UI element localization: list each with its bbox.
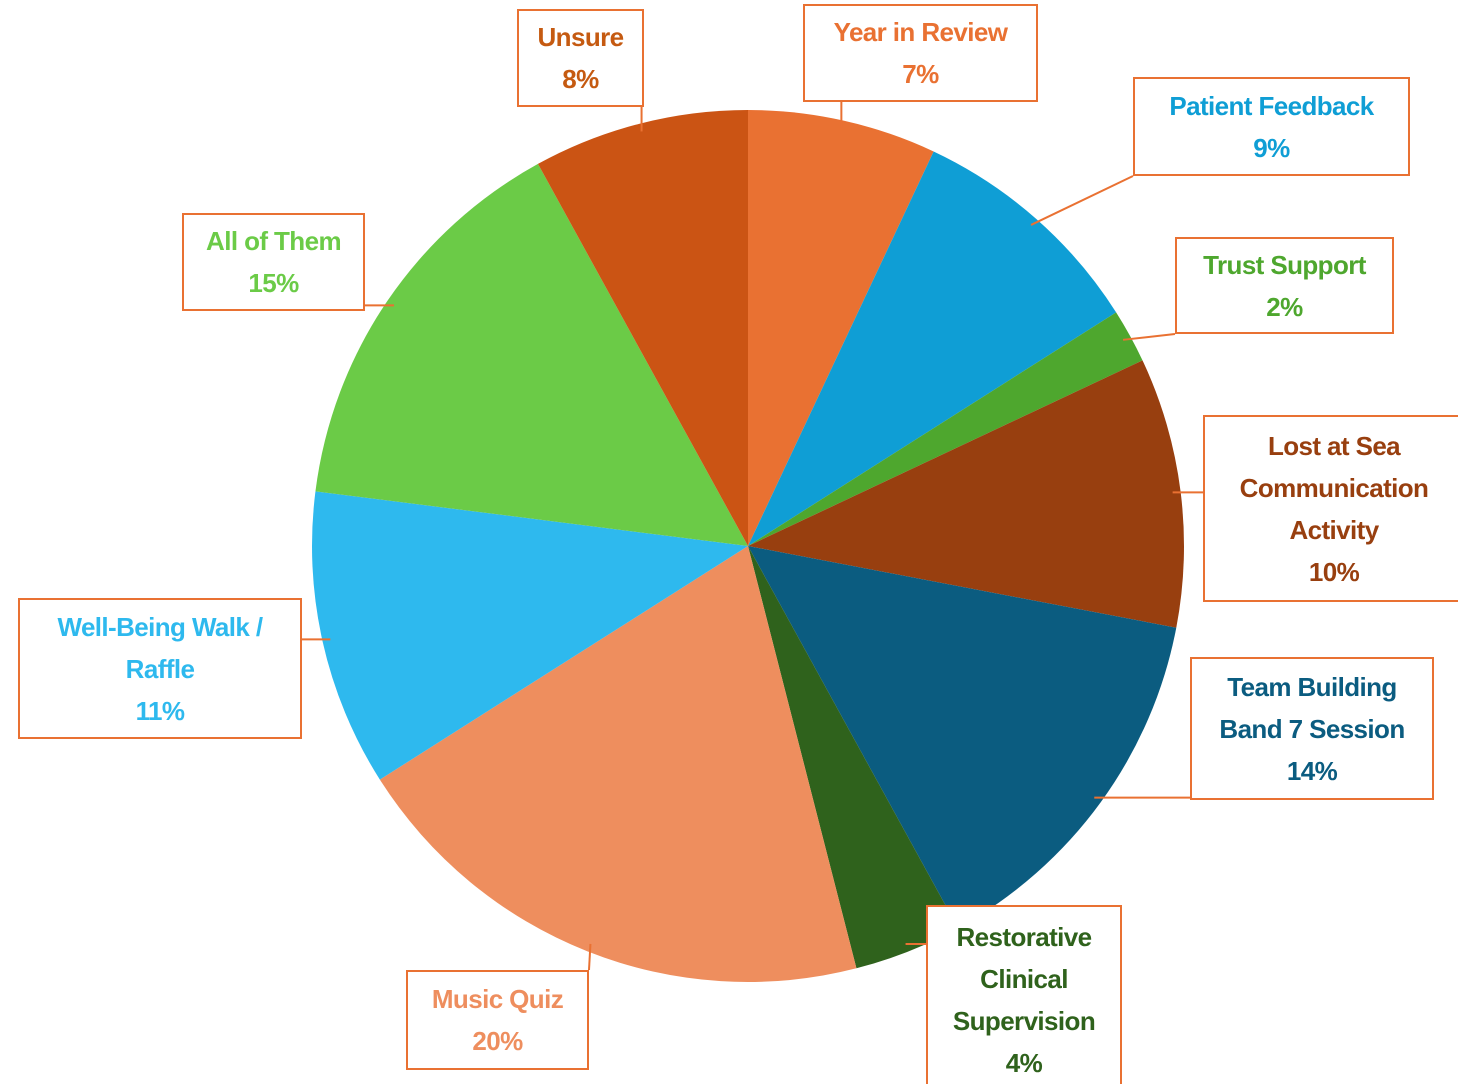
pie-slice [748,360,1184,628]
pie-slice [315,163,748,546]
label-name: Restorative Clinical Supervision [952,922,1096,1036]
label-value: 14% [1286,755,1338,786]
data-label: Team Building Band 7 Session 14% [1190,657,1434,800]
label-value: 8% [562,64,599,94]
pie-slice [537,110,748,546]
leader-line [588,943,592,971]
pie-slice [748,151,1117,546]
data-label: Unsure 8% [517,9,644,107]
leader-line [1122,333,1176,341]
label-value: 11% [135,695,185,726]
label-value: 2% [1266,291,1303,322]
label-name: All of Them [206,226,342,256]
data-label: Lost at Sea Communication Activity 10% [1203,415,1458,602]
pie-slice [748,546,1177,929]
data-label: Music Quiz 20% [406,970,589,1070]
label-name: Well-Being Walk / Raffle [57,611,263,684]
label-name: Music Quiz [431,984,564,1014]
pie-slice [748,312,1143,546]
data-label: Year in Review 7% [803,4,1038,102]
label-value: 15% [248,268,299,298]
label-name: Lost at Sea Communication Activity [1239,430,1429,545]
label-value: 9% [1253,132,1290,163]
label-name: Patient Feedback [1169,90,1374,121]
label-name: Unsure [537,22,625,52]
data-label: Well-Being Walk / Raffle 11% [18,598,302,739]
pie-slice [379,546,857,982]
data-label: All of Them 15% [182,213,365,311]
pie-slice [311,491,748,780]
leader-line [1030,175,1134,226]
pie-slice [748,546,959,969]
label-value: 10% [1308,556,1360,587]
label-name: Year in Review [833,17,1008,47]
label-value: 7% [902,59,939,89]
label-value: 4% [1005,1048,1043,1078]
label-value: 20% [472,1026,523,1056]
label-name: Team Building Band 7 Session [1219,671,1405,744]
data-label: Trust Support 2% [1175,237,1394,334]
label-name: Trust Support [1203,249,1366,280]
data-label: Patient Feedback 9% [1133,77,1410,176]
data-label: Restorative Clinical Supervision 4% [926,905,1122,1084]
pie-slice [748,110,934,546]
